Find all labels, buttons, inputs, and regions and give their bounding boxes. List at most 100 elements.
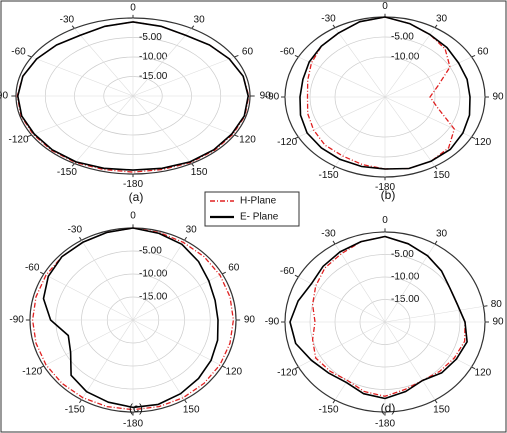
angle-label: 0 — [382, 215, 388, 226]
angle-label: -120 — [277, 137, 297, 148]
legend-box — [204, 191, 300, 227]
angle-label: -60 — [280, 266, 295, 277]
grid-spoke — [384, 27, 436, 98]
panel-label: (b) — [381, 188, 396, 202]
angle-tick — [332, 165, 336, 170]
legend-label: E- Plane — [240, 212, 279, 223]
angle-tick — [434, 240, 438, 245]
angle-tick — [191, 163, 195, 167]
angle-label: -120 — [8, 135, 28, 146]
grid-spoke — [384, 243, 436, 323]
angle-tick — [434, 24, 438, 29]
pattern-line — [299, 16, 471, 170]
angle-label: 150 — [433, 170, 450, 181]
angle-tick — [294, 366, 299, 370]
grid-spoke — [74, 28, 134, 97]
angle-label: 60 — [477, 46, 489, 57]
r-tick-label: -5.00 — [391, 32, 414, 43]
grid-spoke — [132, 95, 235, 136]
angle-tick — [332, 24, 336, 29]
angle-label: 30 — [436, 13, 448, 24]
angle-label: 60 — [228, 263, 240, 274]
angle-label: 150 — [183, 405, 200, 416]
angle-label: 150 — [433, 405, 450, 416]
r-tick-label: -10.00 — [139, 52, 168, 63]
angle-label: 120 — [475, 137, 492, 148]
pattern-line — [17, 21, 249, 171]
angle-tick — [234, 54, 239, 58]
angle-tick — [294, 136, 299, 140]
grid-spoke — [43, 273, 134, 321]
angle-tick — [332, 240, 336, 245]
grid-spoke — [31, 56, 134, 97]
grid-spoke — [132, 273, 223, 321]
angle-label: 80 — [491, 299, 503, 310]
grid-spoke — [132, 240, 185, 321]
angle-label: -90 — [9, 315, 24, 326]
angle-label: -30 — [60, 14, 75, 25]
angle-label: 120 — [239, 135, 256, 146]
angle-label: -90 — [265, 317, 280, 328]
angle-label: 150 — [191, 167, 208, 178]
grid-spoke — [298, 276, 386, 323]
angle-tick — [234, 134, 239, 138]
r-tick-label: -15.00 — [139, 292, 168, 303]
angle-tick — [40, 271, 45, 275]
grid-spoke — [334, 321, 386, 401]
grid-spoke — [384, 321, 472, 368]
angle-tick — [471, 54, 476, 58]
angle-label: -150 — [57, 167, 77, 178]
r-tick-label: -5.00 — [391, 249, 414, 260]
grid-spoke — [384, 96, 472, 138]
angle-label: -90 — [0, 91, 8, 102]
angle-label: -60 — [280, 46, 295, 57]
grid-spoke — [384, 321, 436, 401]
grid-spoke — [334, 96, 386, 167]
angle-label: -180 — [375, 418, 395, 429]
angle-label: 60 — [242, 47, 254, 58]
angle-tick — [184, 236, 187, 241]
angle-tick — [483, 305, 488, 307]
angle-label: -150 — [318, 170, 338, 181]
angle-label: 30 — [194, 14, 206, 25]
angle-label: -60 — [11, 47, 26, 58]
angle-tick — [71, 163, 75, 167]
angle-tick — [471, 136, 476, 140]
angle-label: -60 — [25, 263, 40, 274]
angle-tick — [294, 54, 299, 58]
angle-label: 90 — [492, 92, 504, 103]
grid-spoke — [298, 96, 386, 138]
angle-tick — [71, 25, 75, 29]
angle-tick — [434, 399, 438, 404]
angle-label: -30 — [68, 225, 83, 236]
panel-label: (c) — [129, 401, 143, 415]
angle-tick — [40, 365, 45, 369]
angle-label: 0 — [130, 3, 136, 14]
pattern-line — [31, 227, 235, 411]
grid-spoke — [384, 306, 484, 323]
grid-spoke — [298, 56, 386, 98]
angle-label: -150 — [65, 405, 85, 416]
angle-label: 30 — [436, 229, 448, 240]
grid-spoke — [132, 95, 192, 164]
angle-label: 30 — [186, 225, 198, 236]
grid-spoke — [31, 95, 134, 136]
pattern-line — [42, 227, 219, 409]
angle-label: 120 — [475, 367, 492, 378]
angle-label: -180 — [375, 182, 395, 193]
grid-spoke — [132, 319, 185, 400]
angle-tick — [332, 399, 336, 404]
panel-label: (d) — [381, 401, 396, 415]
r-tick-label: -5.00 — [139, 246, 162, 257]
grid-spoke — [132, 56, 235, 97]
grid-spoke — [334, 243, 386, 323]
angle-tick — [184, 399, 187, 404]
r-tick-label: -5.00 — [139, 32, 162, 43]
angle-label: 90 — [260, 91, 272, 102]
angle-label: -180 — [123, 179, 143, 190]
angle-label: -180 — [123, 419, 143, 430]
angle-tick — [221, 365, 226, 369]
r-tick-label: -15.00 — [391, 294, 420, 305]
angle-tick — [434, 165, 438, 170]
